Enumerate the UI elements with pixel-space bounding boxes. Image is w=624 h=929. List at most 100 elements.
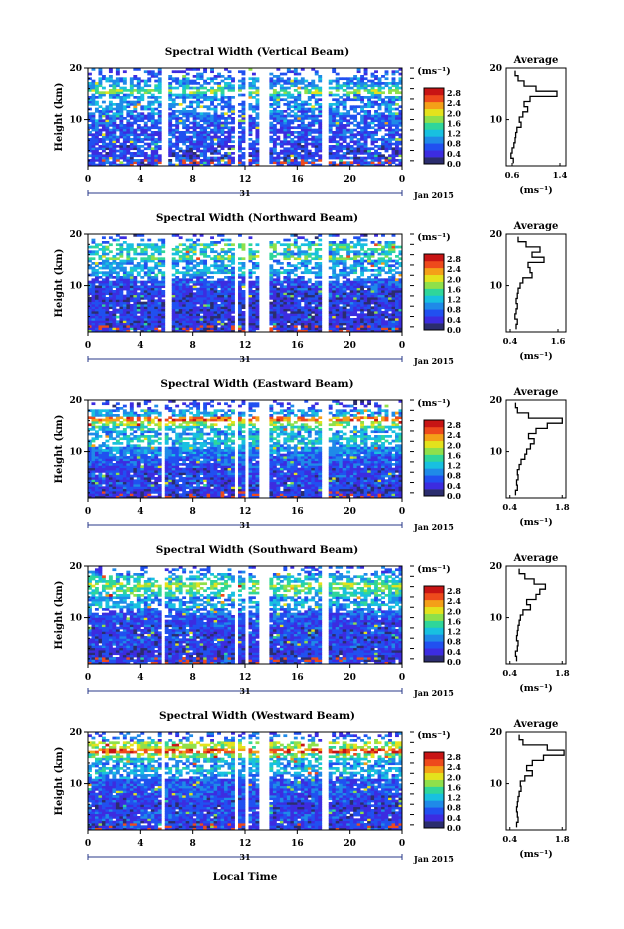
heatmap-cell — [196, 126, 201, 130]
heatmap-cell — [276, 306, 281, 310]
heatmap-cell — [182, 138, 187, 141]
heatmap-cell — [98, 124, 103, 127]
heatmap-cell — [272, 114, 277, 118]
heatmap-cell — [300, 278, 305, 282]
heatmap-cell — [150, 131, 155, 134]
heatmap-cell — [220, 250, 225, 254]
heatmap-cell — [129, 79, 134, 83]
heatmap-cell — [129, 154, 134, 158]
heatmap-cell — [143, 329, 148, 333]
heatmap-cell — [136, 163, 141, 167]
heatmap-cell — [297, 72, 302, 76]
heatmap-cell — [297, 287, 302, 291]
heatmap-cell — [388, 252, 392, 256]
heatmap-cell — [199, 292, 204, 296]
heatmap-cell — [213, 329, 218, 333]
heatmap-cell — [126, 121, 131, 125]
panel-title: Spectral Width (Vertical Beam) — [165, 46, 349, 58]
heatmap-cell — [314, 252, 319, 256]
heatmap-cell — [196, 147, 201, 151]
heatmap-cell — [94, 100, 99, 104]
heatmap-cell — [143, 259, 148, 263]
heatmap-cell — [203, 313, 208, 317]
heatmap-cell — [203, 280, 208, 284]
heatmap-cell — [203, 318, 208, 321]
heatmap-cell — [384, 105, 389, 109]
heatmap-cell — [217, 75, 221, 78]
heatmap-cell — [210, 292, 214, 296]
heatmap-cell — [363, 124, 368, 127]
heatmap-cell — [286, 142, 291, 146]
heatmap-cell — [98, 299, 103, 303]
heatmap-cell — [304, 126, 309, 130]
heatmap-cell — [332, 325, 337, 328]
heatmap-cell — [196, 100, 201, 104]
heatmap-cell — [126, 257, 131, 261]
heatmap-cell — [224, 313, 228, 317]
heatmap-cell — [335, 140, 340, 144]
heatmap-cell — [192, 248, 197, 251]
heatmap-cell — [269, 320, 274, 324]
heatmap-cell — [91, 250, 96, 254]
heatmap-cell — [398, 82, 403, 85]
heatmap-cell — [122, 329, 127, 333]
heatmap-cell — [283, 114, 288, 118]
heatmap-cell — [171, 77, 176, 81]
heatmap-cell — [241, 292, 246, 296]
heatmap-cell — [133, 297, 138, 300]
heatmap-cell — [255, 98, 260, 102]
heatmap-cell — [108, 103, 113, 106]
heatmap-cell — [154, 245, 159, 249]
heatmap-cell — [192, 145, 197, 148]
heatmap-cell — [105, 241, 110, 244]
heatmap-cell — [112, 306, 117, 310]
heatmap-cell — [108, 105, 113, 109]
heatmap-cell — [290, 163, 295, 167]
heatmap-cell — [356, 156, 361, 160]
heatmap-cell — [339, 124, 344, 127]
heatmap-cell — [307, 126, 312, 130]
heatmap-cell — [367, 280, 371, 284]
heatmap-cell — [101, 100, 106, 104]
heatmap-cell — [300, 311, 305, 314]
heatmap-cell — [328, 105, 333, 109]
heatmap-cell — [122, 77, 127, 81]
heatmap-cell — [328, 276, 333, 279]
heatmap-cell — [318, 255, 323, 258]
heatmap-cell — [328, 294, 333, 298]
heatmap-cell — [112, 117, 117, 120]
heatmap-cell — [370, 322, 375, 326]
heatmap-cell — [224, 163, 228, 167]
heatmap-cell — [213, 159, 218, 162]
heatmap-cell — [115, 297, 120, 300]
heatmap-cell — [136, 159, 141, 162]
heatmap-cell — [304, 147, 309, 151]
heatmap-cell — [398, 290, 403, 293]
heatmap-cell — [175, 283, 180, 286]
heatmap-cell — [314, 89, 319, 92]
heatmap-cell — [108, 271, 113, 275]
heatmap-cell — [238, 135, 242, 139]
heatmap-cell — [227, 98, 232, 102]
heatmap-cell — [349, 245, 354, 249]
heatmap-cell — [119, 121, 124, 125]
heatmap-cell — [115, 89, 120, 92]
heatmap-cell — [335, 287, 340, 291]
heatmap-cell — [248, 133, 253, 137]
heatmap-cell — [391, 301, 396, 305]
heatmap-cell — [105, 135, 110, 139]
heatmap-cell — [147, 287, 152, 291]
heatmap-cell — [304, 257, 309, 261]
heatmap-cell — [196, 131, 201, 134]
heatmap-cell — [363, 161, 368, 165]
heatmap-cell — [175, 313, 180, 317]
heatmap-cell — [217, 140, 221, 144]
heatmap-cell — [189, 259, 194, 263]
heatmap-cell — [335, 318, 340, 321]
heatmap-cell — [192, 318, 197, 321]
heatmap-cell — [224, 252, 228, 256]
heatmap-cell — [346, 248, 351, 251]
heatmap-cell — [255, 290, 260, 293]
heatmap-cell — [126, 147, 131, 151]
heatmap-cell — [105, 315, 110, 319]
